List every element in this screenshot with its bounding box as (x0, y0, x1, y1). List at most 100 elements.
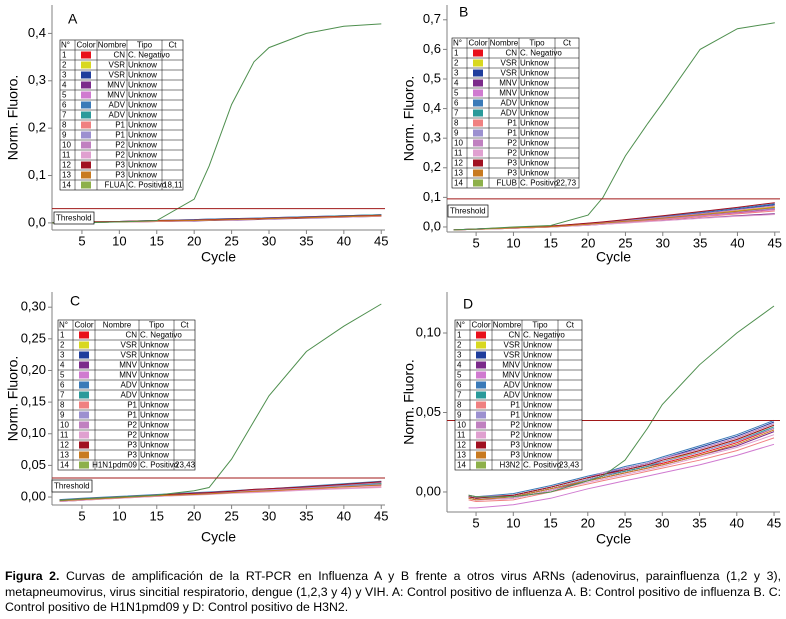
color-swatch (81, 121, 91, 129)
color-swatch (473, 159, 483, 167)
color-swatch (79, 331, 89, 339)
curve (59, 487, 382, 502)
table-header: Nombre (493, 321, 522, 330)
color-swatch (476, 341, 486, 349)
color-swatch (473, 139, 483, 147)
table-cell: 12 (457, 441, 466, 450)
table-cell: P3 (510, 441, 520, 450)
color-swatch (79, 441, 89, 449)
table-cell: Unknow (523, 431, 552, 440)
y-tick-label: 0,2 (28, 120, 46, 135)
color-swatch (473, 129, 483, 137)
table-cell: 3 (454, 69, 459, 78)
color-swatch (79, 361, 89, 369)
curve (468, 443, 775, 509)
color-swatch (473, 149, 483, 157)
x-tick-label: 25 (618, 515, 632, 530)
table-cell: 12 (454, 159, 463, 168)
threshold-box (51, 479, 93, 493)
table-cell: P3 (507, 169, 517, 178)
table-cell: Unknow (520, 129, 549, 138)
table-cell: 23,43 (559, 461, 580, 470)
table-cell: 22,73 (556, 179, 577, 188)
x-tick-label: 10 (506, 515, 520, 530)
y-tick-label: 0,4 (28, 25, 46, 40)
table-cell: Unknow (140, 361, 169, 370)
table-cell: P2 (115, 141, 125, 150)
table-header: N° (456, 321, 465, 330)
table-cell: FLUA (105, 181, 126, 190)
y-tick-label: 0,3 (423, 130, 441, 145)
table-cell: P1 (115, 121, 125, 130)
x-tick-label: 15 (150, 233, 164, 248)
table-cell: MNV (107, 81, 125, 90)
table-cell: Unknow (520, 69, 549, 78)
table-cell: Unknow (523, 401, 552, 410)
color-swatch (81, 71, 91, 79)
table-cell: Unknow (520, 149, 549, 158)
table-cell: Unknow (523, 441, 552, 450)
x-tick-label: 20 (187, 233, 201, 248)
table-cell: P1 (115, 131, 125, 140)
table-cell: 2 (62, 61, 67, 70)
table-cell: VSR (121, 341, 138, 350)
x-tick-label: 5 (473, 235, 480, 250)
table-cell: P2 (510, 421, 520, 430)
table-cell: Unknow (140, 421, 169, 430)
table-cell: CN (508, 331, 520, 340)
table-cell: MNV (119, 371, 137, 380)
threshold-label: Threshold (450, 207, 486, 216)
color-swatch (81, 181, 91, 189)
y-axis-label: Norm. Fluoro. (401, 76, 417, 162)
x-tick-label: 40 (730, 515, 744, 530)
color-swatch (79, 401, 89, 409)
color-swatch (81, 81, 91, 89)
table-cell: Unknow (128, 111, 157, 120)
table-cell: 14 (62, 181, 71, 190)
y-tick-label: 0,20 (21, 362, 46, 377)
curve (453, 206, 775, 231)
table-cell: P3 (115, 161, 125, 170)
x-tick-label: 45 (374, 508, 388, 523)
table-cell: 1 (60, 331, 65, 340)
table-header: Tipo (529, 39, 545, 48)
table-cell: VSR (504, 341, 521, 350)
color-swatch (476, 461, 486, 469)
table-cell: 10 (457, 421, 466, 430)
curves (468, 305, 775, 509)
table-cell: Unknow (523, 351, 552, 360)
table-cell: Unknow (523, 381, 552, 390)
color-swatch (79, 411, 89, 419)
color-swatch (81, 91, 91, 99)
table-cell: 3 (60, 351, 65, 360)
table-cell: Unknow (140, 401, 169, 410)
table-cell: 14 (454, 179, 463, 188)
table-header: Nombre (98, 41, 127, 50)
table-cell: 11 (60, 431, 69, 440)
table-cell: Unknow (128, 101, 157, 110)
color-swatch (476, 421, 486, 429)
curve (468, 429, 775, 501)
table-cell: 1 (457, 331, 462, 340)
x-tick-label: 20 (581, 515, 595, 530)
caption: Figura 2. Curvas de amplificación de la … (5, 569, 781, 616)
x-tick-label: 30 (262, 508, 276, 523)
table-cell: Unknow (523, 341, 552, 350)
table-cell: 9 (60, 411, 65, 420)
color-swatch (81, 161, 91, 169)
y-tick-label: 0,25 (21, 330, 46, 345)
table-cell: 11 (454, 149, 463, 158)
color-swatch (81, 131, 91, 139)
table-cell: C. Negativo (523, 331, 565, 340)
y-tick-label: 0,4 (423, 100, 441, 115)
x-tick-label: 45 (768, 235, 782, 250)
table-cell: Unknow (128, 81, 157, 90)
y-tick-label: 0,00 (416, 483, 441, 498)
table-header: Ct (169, 41, 178, 50)
color-swatch (476, 351, 486, 359)
table-cell: P2 (127, 431, 137, 440)
curve (59, 480, 382, 501)
color-swatch (473, 89, 483, 97)
